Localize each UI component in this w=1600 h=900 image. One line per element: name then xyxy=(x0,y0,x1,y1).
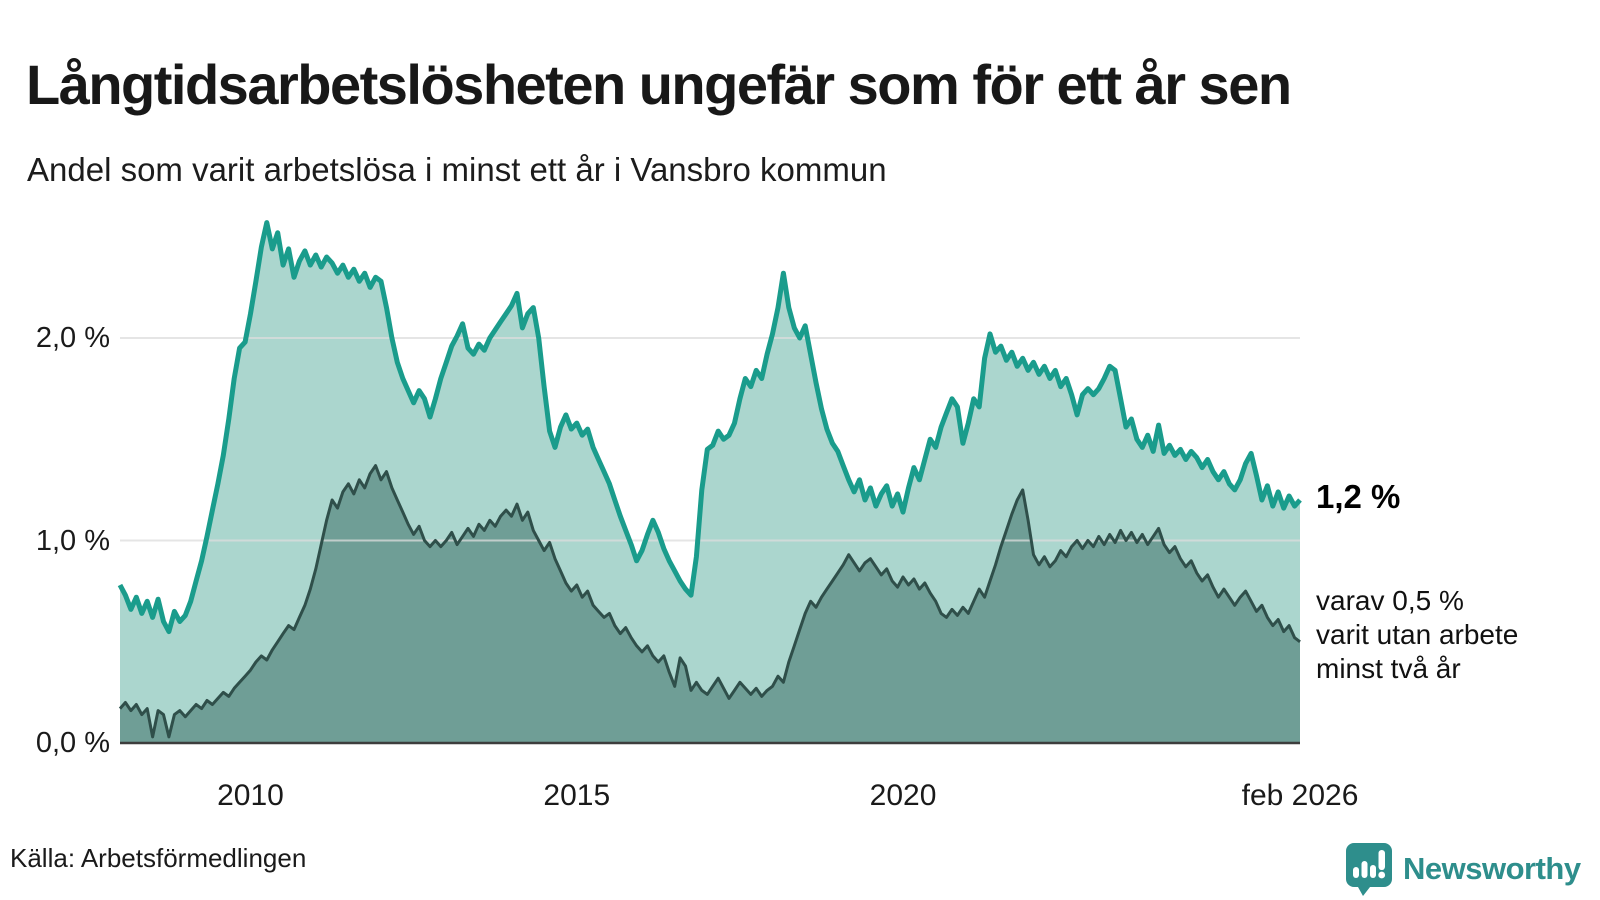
y-tick-label: 2,0 % xyxy=(35,322,110,354)
newsworthy-bubble-icon xyxy=(1346,843,1392,896)
x-tick-label: 2010 xyxy=(217,779,284,812)
gridlines xyxy=(120,337,1300,542)
series-line-unemployed-two-years xyxy=(118,464,1301,739)
page-title: Långtidsarbetslösheten ungefär som för e… xyxy=(26,52,1292,116)
page-subtitle: Andel som varit arbetslösa i minst ett å… xyxy=(27,151,887,188)
newsworthy-logo[interactable]: Newsworthy xyxy=(1344,840,1581,898)
source-note: Källa: Arbetsförmedlingen xyxy=(10,843,307,873)
y-tick-label: 1,0 % xyxy=(35,524,110,557)
area-chart xyxy=(117,220,1302,745)
newsworthy-wordmark: Newsworthy xyxy=(1403,851,1581,886)
x-tick-label: 2015 xyxy=(543,779,611,812)
x-tick-label: 2020 xyxy=(869,779,937,812)
series-line-unemployed-one-year xyxy=(117,220,1302,635)
y-tick-label: 0,0 % xyxy=(35,727,110,759)
two-year-share-annotation: varav 0,5 % varit utan arbete minst två … xyxy=(1316,585,1519,684)
x-tick-label: feb 2026 xyxy=(1241,779,1359,812)
latest-value-label: 1,2 % xyxy=(1316,478,1401,515)
